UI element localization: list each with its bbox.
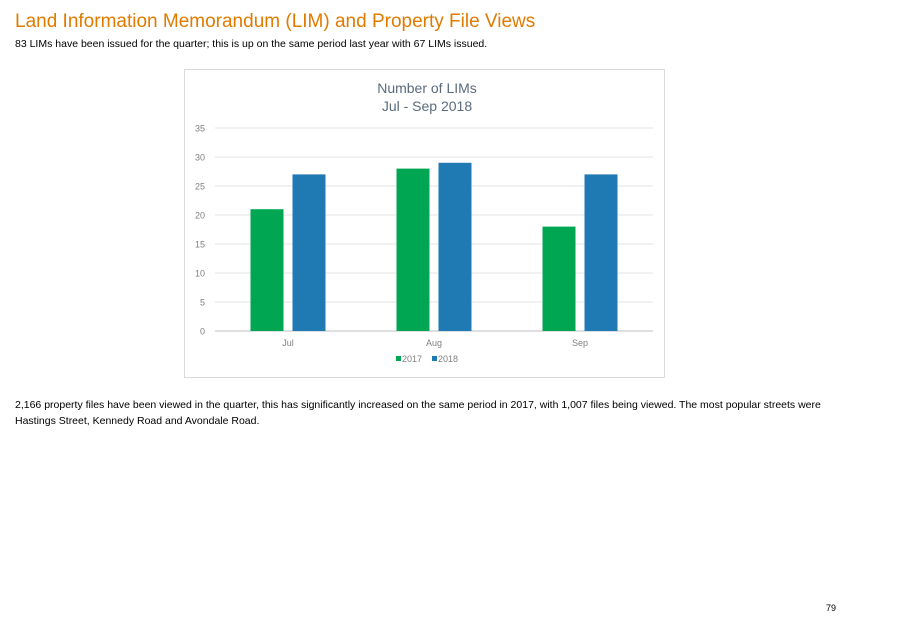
x-axis-ticks: Jul Aug Sep — [282, 338, 588, 348]
chart-subtitle: Jul - Sep 2018 — [382, 98, 472, 114]
page-title: Land Information Memorandum (LIM) and Pr… — [15, 11, 536, 32]
y-tick-label: 15 — [195, 240, 205, 250]
x-tick-label: Sep — [572, 338, 588, 348]
y-tick-label: 35 — [195, 124, 205, 134]
y-tick-label: 5 — [200, 298, 205, 308]
y-tick-label: 20 — [195, 211, 205, 221]
bar-2018-sep — [584, 174, 618, 331]
legend-label: 2018 — [438, 354, 458, 364]
bars — [250, 162, 618, 331]
legend: 2017 2018 — [396, 354, 458, 364]
bar-2017-jul — [250, 209, 284, 331]
y-tick-label: 30 — [195, 153, 205, 163]
legend-label: 2017 — [402, 354, 422, 364]
bar-2018-jul — [292, 174, 326, 331]
lims-chart: Number of LIMs Jul - Sep 2018 0 5 10 15 20 25… — [184, 69, 665, 378]
legend-swatch-2017 — [396, 356, 401, 361]
bar-2018-aug — [438, 162, 472, 331]
y-axis-ticks: 0 5 10 15 20 25 30 35 — [195, 124, 205, 337]
y-tick-label: 0 — [200, 327, 205, 337]
bar-2017-aug — [396, 168, 430, 331]
x-tick-label: Jul — [282, 338, 294, 348]
x-tick-label: Aug — [426, 338, 442, 348]
y-tick-label: 25 — [195, 182, 205, 192]
page-number: 79 — [826, 603, 837, 613]
legend-swatch-2018 — [432, 356, 437, 361]
gridlines — [215, 127, 653, 332]
property-files-paragraph: 2,166 property files have been viewed in… — [15, 399, 821, 427]
chart-title: Number of LIMs — [377, 80, 477, 96]
intro-text: 83 LIMs have been issued for the quarter… — [15, 38, 488, 50]
y-tick-label: 10 — [195, 269, 205, 279]
chart-svg: Number of LIMs Jul - Sep 2018 0 5 10 15 20 25… — [195, 80, 653, 364]
bar-2017-sep — [542, 226, 576, 331]
